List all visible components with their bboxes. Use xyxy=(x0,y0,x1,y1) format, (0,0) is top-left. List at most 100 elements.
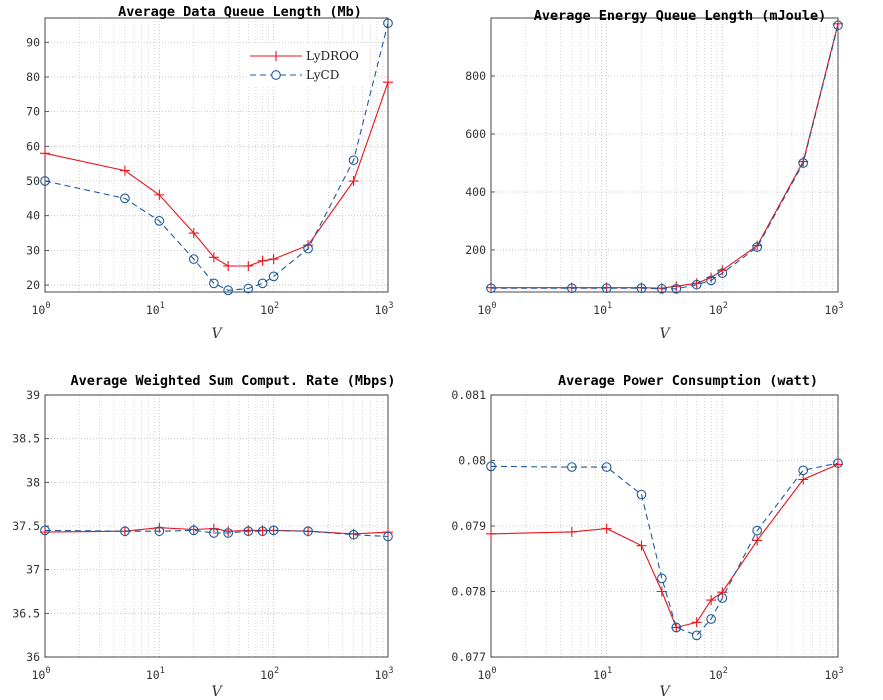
legend-label-lydroo: LyDROO xyxy=(306,49,359,63)
data-point-lycd xyxy=(566,283,577,294)
data-point-lydroo xyxy=(706,595,717,606)
y-tick-label: 20 xyxy=(26,278,40,292)
data-point-lydroo xyxy=(752,535,763,546)
data-point-lycd xyxy=(671,622,682,633)
data-point-lycd xyxy=(223,528,234,538)
data-point-lycd xyxy=(601,283,612,294)
y-tick-label: 36.5 xyxy=(12,606,40,620)
data-point-lydroo xyxy=(40,148,50,159)
data-point-lycd xyxy=(120,526,130,537)
x-tick-label: 102 xyxy=(709,301,728,317)
legend-marker-lycd xyxy=(271,70,281,80)
data-point-lycd xyxy=(243,526,254,537)
y-tick-label: 38 xyxy=(26,475,40,489)
data-point-lydroo xyxy=(656,586,667,597)
data-point-lydroo xyxy=(348,176,359,187)
y-tick-label: 400 xyxy=(465,185,486,199)
y-tick-label: 90 xyxy=(26,35,40,49)
series-line-lycd xyxy=(44,529,389,538)
data-point-lycd xyxy=(223,285,234,296)
data-point-lycd xyxy=(833,458,843,468)
x-tick-label: 102 xyxy=(260,301,279,317)
y-tick-label: 0.078 xyxy=(451,585,486,599)
data-point-lycd xyxy=(209,528,219,538)
data-point-lycd xyxy=(717,268,728,279)
series-line-lycd xyxy=(491,25,839,290)
legend-label-lycd: LyCD xyxy=(306,68,339,82)
data-point-lycd xyxy=(657,283,667,294)
x-axis-label: V xyxy=(211,684,223,700)
data-point-lycd xyxy=(706,275,716,286)
data-point-lycd xyxy=(566,462,577,472)
data-point-lydroo xyxy=(243,260,254,271)
y-tick-label: 39 xyxy=(26,388,40,402)
axes-box xyxy=(490,17,839,293)
data-point-lycd xyxy=(257,526,268,537)
chart-title: Average Weighted Sum Comput. Rate (Mbps) xyxy=(70,373,395,389)
y-tick-label: 800 xyxy=(465,69,486,83)
y-tick-label: 37 xyxy=(26,563,40,577)
series-line-lydroo xyxy=(490,463,839,629)
data-point-lydroo xyxy=(223,526,234,537)
x-tick-label: 100 xyxy=(478,666,497,682)
data-point-lycd xyxy=(348,529,359,540)
data-point-lydroo xyxy=(636,540,647,551)
x-tick-label: 101 xyxy=(146,666,165,682)
x-tick-label: 102 xyxy=(709,666,728,682)
legend-box xyxy=(247,44,367,86)
data-point-lycd xyxy=(833,20,843,31)
data-point-lycd xyxy=(257,278,268,289)
chart-panel-4: 100 101 102 103 0.077 0.078 0.079 0.08 0.081 Aver… xyxy=(451,373,843,700)
data-point-lycd xyxy=(268,525,279,536)
x-tick-label: 103 xyxy=(375,301,394,317)
data-point-lycd xyxy=(188,254,199,264)
data-point-lycd xyxy=(706,614,716,624)
x-axis-label: V xyxy=(211,326,223,342)
y-tick-label: 30 xyxy=(26,243,40,257)
data-point-lydroo xyxy=(601,523,612,534)
x-tick-label: 100 xyxy=(32,301,51,317)
data-point-lycd xyxy=(40,525,50,536)
data-point-lydroo xyxy=(154,189,165,200)
chart-title: Average Energy Queue Length (mJoule) xyxy=(534,8,827,24)
chart-title: Average Data Queue Length (Mb) xyxy=(118,4,362,20)
y-tick-label: 200 xyxy=(465,243,486,257)
data-point-lycd xyxy=(691,630,702,641)
data-point-lycd xyxy=(243,283,254,294)
data-point-lycd xyxy=(691,279,702,290)
data-point-lycd xyxy=(268,271,279,282)
data-point-lycd xyxy=(154,216,165,226)
y-tick-label: 600 xyxy=(465,127,486,141)
axes-box xyxy=(490,394,839,658)
data-point-lydroo xyxy=(383,77,393,88)
data-point-lycd xyxy=(303,526,313,537)
data-point-lycd xyxy=(486,283,496,294)
chart-title: Average Power Consumption (watt) xyxy=(558,373,818,389)
y-tick-label: 0.08 xyxy=(458,454,486,468)
data-point-lycd xyxy=(383,531,393,542)
data-point-lycd xyxy=(209,278,219,289)
x-tick-label: 100 xyxy=(478,301,497,317)
y-tick-label: 37.5 xyxy=(12,519,40,533)
data-point-lydroo xyxy=(188,228,199,239)
data-point-lycd xyxy=(752,242,763,252)
data-point-lycd xyxy=(798,158,809,168)
data-point-lydroo xyxy=(223,260,234,271)
data-point-lycd xyxy=(40,176,50,186)
data-point-lycd xyxy=(601,462,612,472)
data-point-lycd xyxy=(486,461,496,472)
series-line-lydroo xyxy=(491,23,839,289)
data-point-lycd xyxy=(657,573,667,584)
y-tick-label: 38.5 xyxy=(12,432,40,446)
chart-panel-3: 100 101 102 103 36 36.5 37 37.5 38 38.5 39 Average … xyxy=(12,373,395,700)
y-tick-label: 40 xyxy=(26,209,40,223)
y-tick-label: 60 xyxy=(26,139,40,153)
data-point-lycd xyxy=(752,525,763,536)
y-tick-label: 36 xyxy=(26,650,40,664)
data-point-lydroo xyxy=(798,474,809,485)
data-point-lycd xyxy=(383,18,393,29)
data-point-lycd xyxy=(303,243,313,254)
x-tick-label: 100 xyxy=(32,666,51,682)
x-tick-label: 102 xyxy=(260,666,279,682)
